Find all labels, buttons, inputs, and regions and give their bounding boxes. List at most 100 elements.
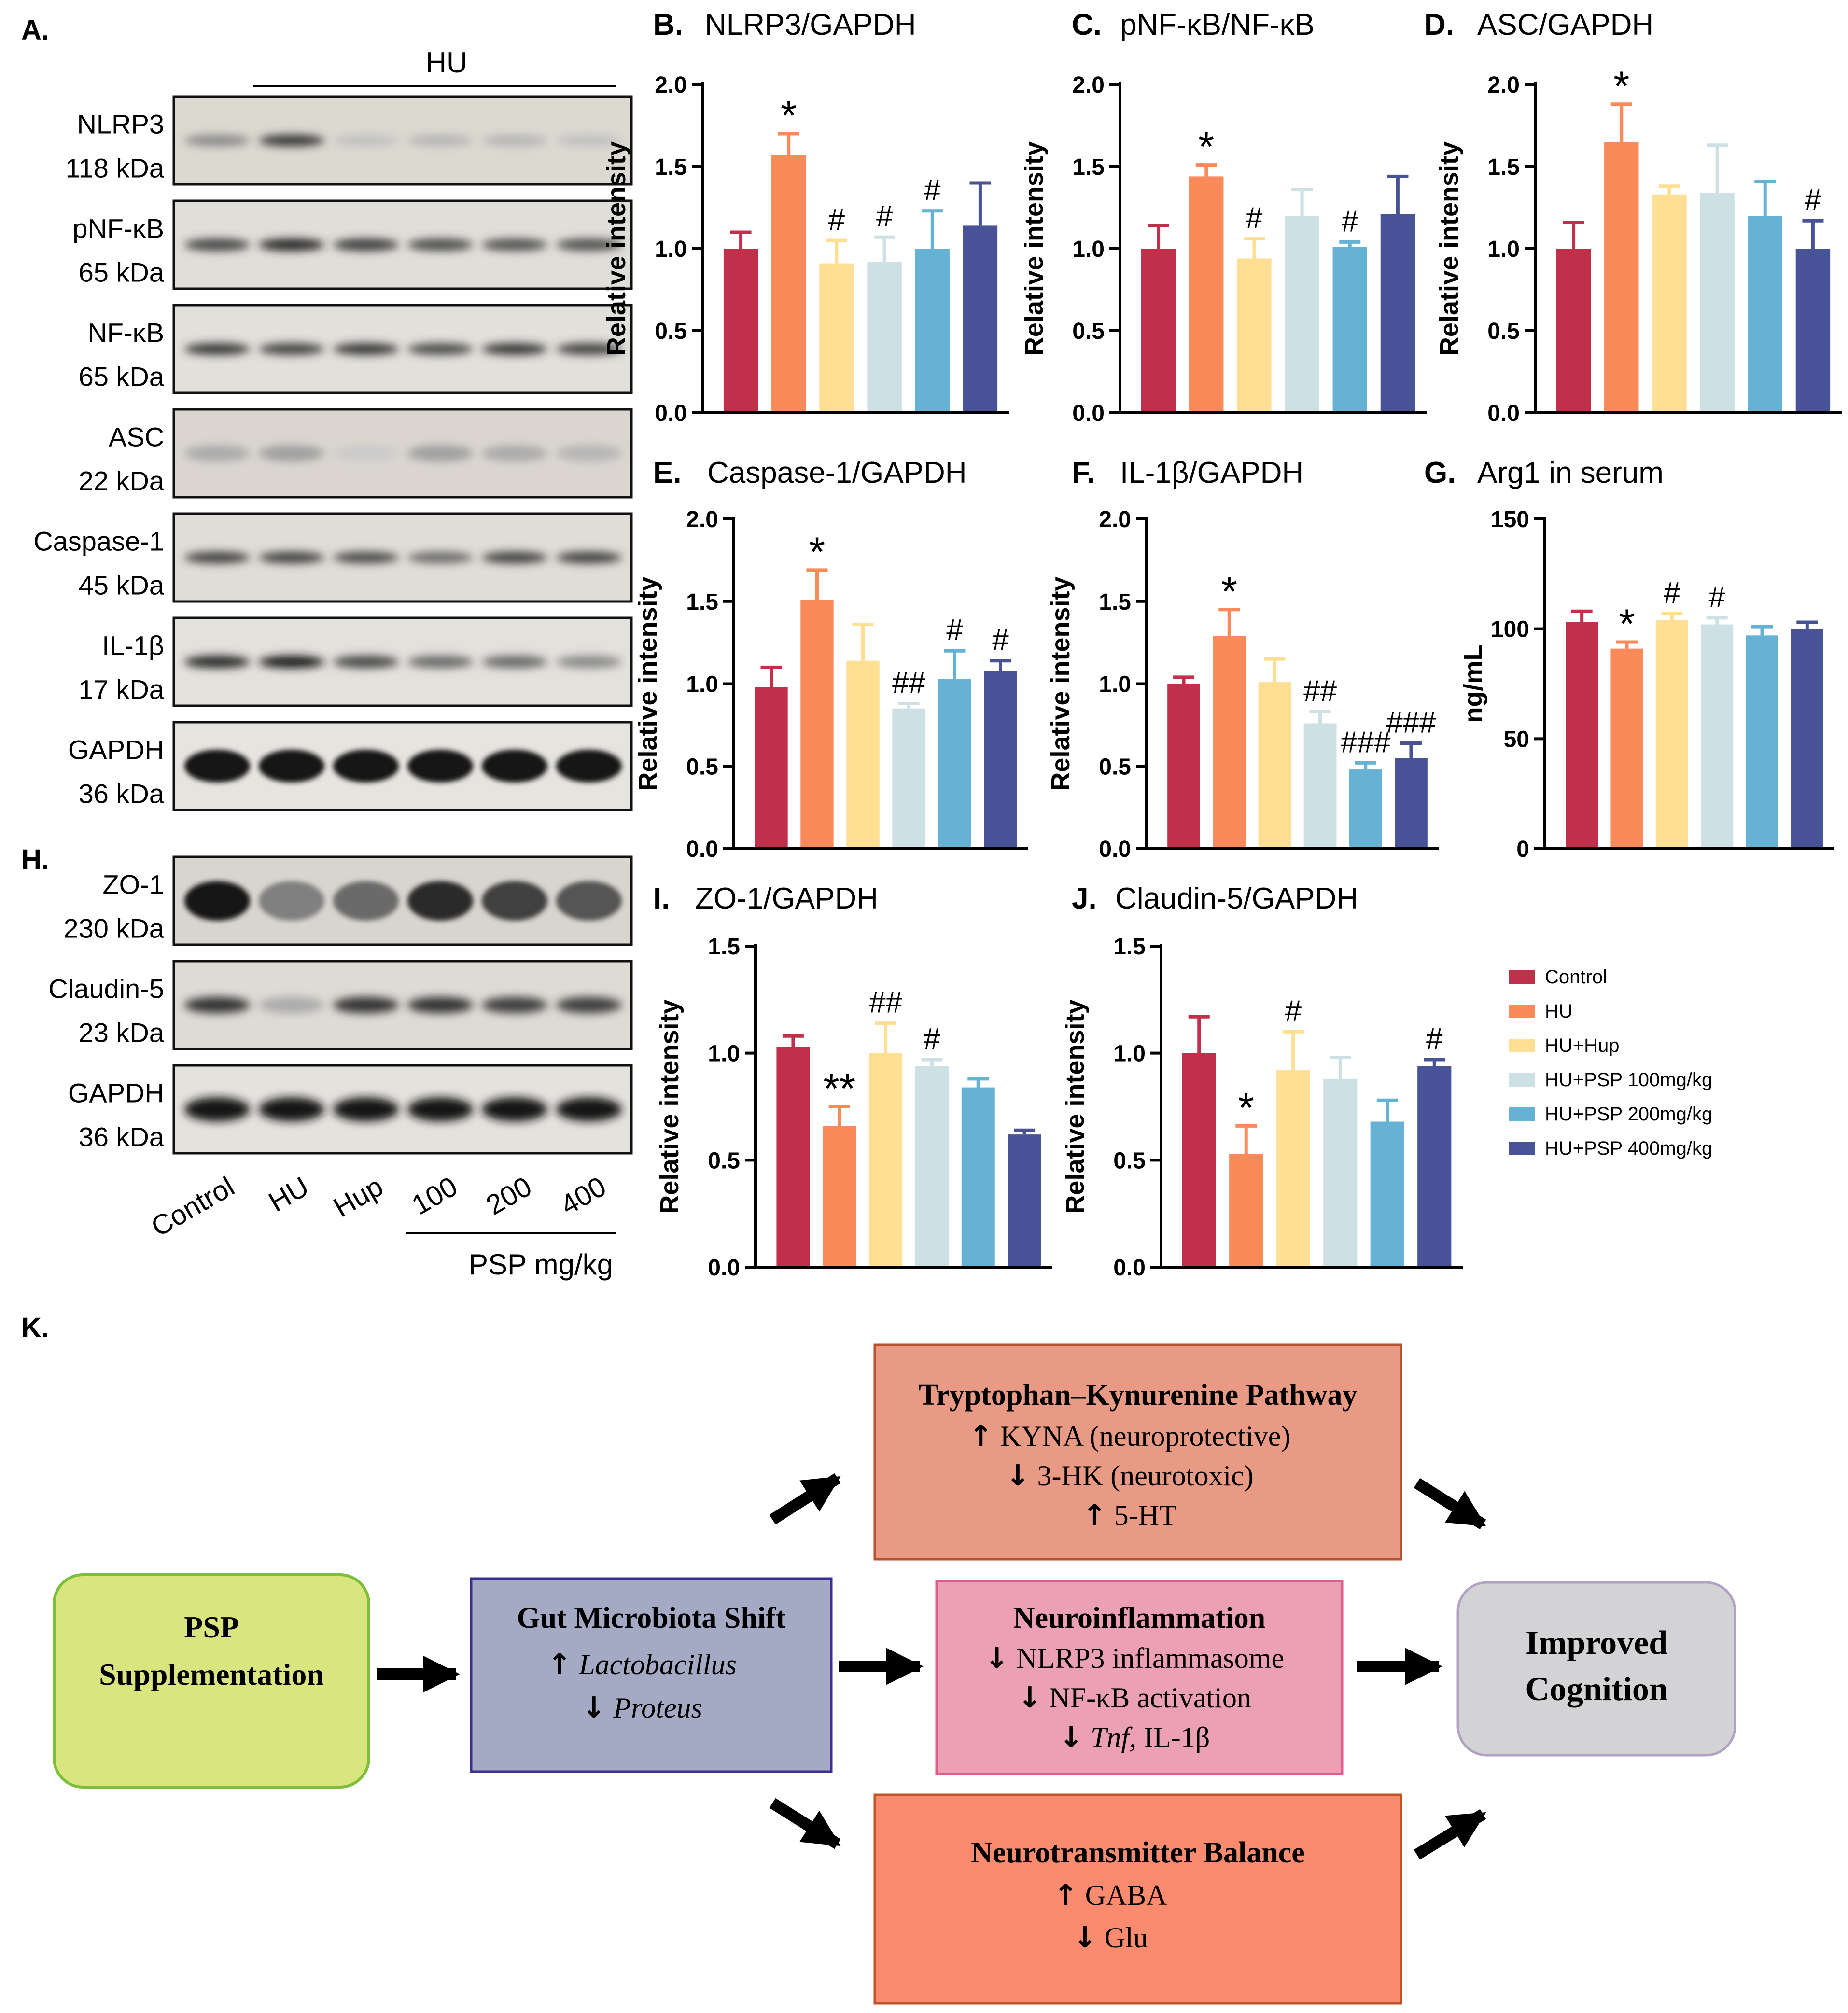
chart-panel-letter: B. xyxy=(653,8,683,42)
blot-h-row-zo-1: ZO-1 230 kDa xyxy=(63,855,633,946)
hu-group-label: HU xyxy=(426,46,468,79)
blot-h-band xyxy=(259,997,324,1013)
y-tick-label: 0.5 xyxy=(655,319,687,344)
blot-a-band xyxy=(333,238,399,251)
y-tick-label: 1.0 xyxy=(1487,237,1520,262)
blot-a-band xyxy=(407,445,473,461)
chart-il-1-gapdh: F. IL-1β/GAPDH 0.0 0.5 1.0 1.5 2.0 Relative int… xyxy=(1046,456,1439,862)
y-tick-label: 0.0 xyxy=(686,837,718,862)
bar-hu-psp-400mg-kg xyxy=(1008,1134,1041,1266)
y-tick-label: 0.5 xyxy=(1072,319,1105,344)
blot-h-band xyxy=(333,881,399,921)
tryptophan-box-title: Tryptophan–Kynurenine Pathway xyxy=(919,1379,1358,1412)
blot-a-protein-label: NF-κB xyxy=(87,317,164,348)
chart-title: Claudin-5/GAPDH xyxy=(1115,882,1358,915)
blot-a-band xyxy=(556,343,622,355)
neurotransmitter-item: ↑ GABA xyxy=(1053,1878,1167,1912)
neuroinflammation-box xyxy=(935,1580,1344,1775)
bar-hu xyxy=(1213,636,1246,847)
bar-hu-psp-400mg-kg xyxy=(1791,629,1823,847)
blot-h-band xyxy=(556,1097,622,1121)
bar-hu-psp-200mg-kg xyxy=(915,249,950,411)
chart-panel-letter: G. xyxy=(1424,456,1456,489)
y-tick-label: 2.0 xyxy=(1487,72,1520,98)
blot-h-row-gapdh: GAPDH 36 kDa xyxy=(68,1064,633,1155)
blot-a-band xyxy=(482,750,547,783)
up-arrow-icon: ↑ xyxy=(1053,1878,1078,1912)
bar-hu-hup xyxy=(869,1053,903,1266)
gut-item: ↓ Proteus xyxy=(582,1691,702,1725)
blot-a-band xyxy=(259,552,324,563)
panel-k-letter: K. xyxy=(21,1312,49,1343)
bar-hu-psp-100mg-kg xyxy=(1700,193,1735,411)
blot-a-band xyxy=(333,445,399,461)
y-tick-label: 0 xyxy=(1516,837,1529,862)
bar-hu-psp-400mg-kg xyxy=(1417,1066,1452,1266)
y-tick-label: 0.5 xyxy=(686,754,718,780)
neuroinflammation-item: ↓ NLRP3 inflammasome xyxy=(985,1641,1284,1675)
down-arrow-icon: ↓ xyxy=(985,1641,1009,1675)
y-tick-label: 0.5 xyxy=(708,1148,740,1174)
y-tick-label: 0.0 xyxy=(1072,401,1105,426)
blot-h-size-label: 230 kDa xyxy=(63,913,164,943)
y-tick-label: 1.5 xyxy=(1487,154,1520,180)
blot-a-band xyxy=(556,552,622,563)
arrow-tryptophan-to-cognition xyxy=(1414,1478,1486,1530)
blot-h-band xyxy=(407,881,473,921)
blot-h-band xyxy=(482,1097,547,1121)
significance-mark: # xyxy=(946,614,963,647)
blot-a-band xyxy=(556,135,622,146)
legend-label-hu-psp-400mg-kg: HU+PSP 400mg/kg xyxy=(1545,1138,1712,1159)
y-tick-label: 1.5 xyxy=(1099,589,1131,615)
y-tick-label: 1.5 xyxy=(686,589,718,615)
legend-swatch xyxy=(1509,970,1535,984)
bar-control xyxy=(1182,1053,1216,1266)
down-arrow-icon: ↓ xyxy=(1006,1459,1030,1493)
bar-control xyxy=(1566,622,1598,847)
neurotransmitter-item: ↓ Glu xyxy=(1073,1921,1148,1955)
blot-a-protein-label: pNF-κB xyxy=(72,213,164,243)
y-tick-label: 1.0 xyxy=(1072,237,1105,262)
bar-hu-psp-100mg-kg xyxy=(1701,624,1734,847)
blot-a-protein-label: ASC xyxy=(109,421,164,452)
bar-hu-psp-400mg-kg xyxy=(984,671,1017,847)
significance-mark: * xyxy=(1221,569,1237,615)
blot-a-row-asc: ASC 22 kDa xyxy=(79,408,633,499)
legend-label-control: Control xyxy=(1545,966,1607,988)
bar-hu-psp-100mg-kg xyxy=(1303,723,1337,847)
bar-hu-hup xyxy=(819,263,854,411)
up-arrow-icon: ↑ xyxy=(1082,1498,1106,1532)
lane-label-100: 100 xyxy=(406,1171,462,1221)
arrow-gut-to-tryptophan xyxy=(769,1473,841,1525)
blot-a-row-caspase-1: Caspase-1 45 kDa xyxy=(33,512,633,603)
y-tick-label: 150 xyxy=(1491,507,1529,532)
arrow-neurotransmitter-to-cognition xyxy=(1414,1809,1486,1860)
improved-cognition-box xyxy=(1456,1581,1736,1757)
blot-a-band xyxy=(259,343,324,355)
blot-a-protein-label: IL-1β xyxy=(102,630,164,660)
bar-hu xyxy=(1610,648,1643,847)
y-axis-label: Relative intensity xyxy=(1020,141,1049,356)
blot-a-blot-strip xyxy=(172,199,633,290)
y-tick-label: 50 xyxy=(1504,727,1529,752)
y-tick-label: 100 xyxy=(1491,617,1529,643)
bar-hu-psp-400mg-kg xyxy=(1395,758,1428,847)
chart-zo-1-gapdh: I. ZO-1/GAPDH 0.0 0.5 1.0 1.5 Relative intensi… xyxy=(653,882,1052,1281)
bar-hu-psp-200mg-kg xyxy=(938,679,971,847)
gut-box-title: Gut Microbiota Shift xyxy=(517,1602,786,1635)
blot-a-band xyxy=(482,238,547,251)
blot-a-band xyxy=(184,135,250,146)
bar-hu-hup xyxy=(1237,258,1272,411)
significance-mark: # xyxy=(1342,205,1358,238)
blot-a-size-label: 65 kDa xyxy=(79,361,165,391)
significance-mark: # xyxy=(1426,1022,1443,1056)
cognition-box-line1: Improved xyxy=(1526,1624,1667,1662)
y-tick-label: 0.0 xyxy=(655,401,687,426)
blot-h-band xyxy=(259,881,324,921)
blot-a-protein-label: NLRP3 xyxy=(77,109,164,139)
bar-control xyxy=(1556,249,1591,411)
blot-h-size-label: 36 kDa xyxy=(79,1121,165,1152)
blot-a-band xyxy=(259,656,324,668)
lane-label-control: Control xyxy=(146,1171,239,1243)
y-axis-label: Relative intensity xyxy=(1435,141,1464,356)
